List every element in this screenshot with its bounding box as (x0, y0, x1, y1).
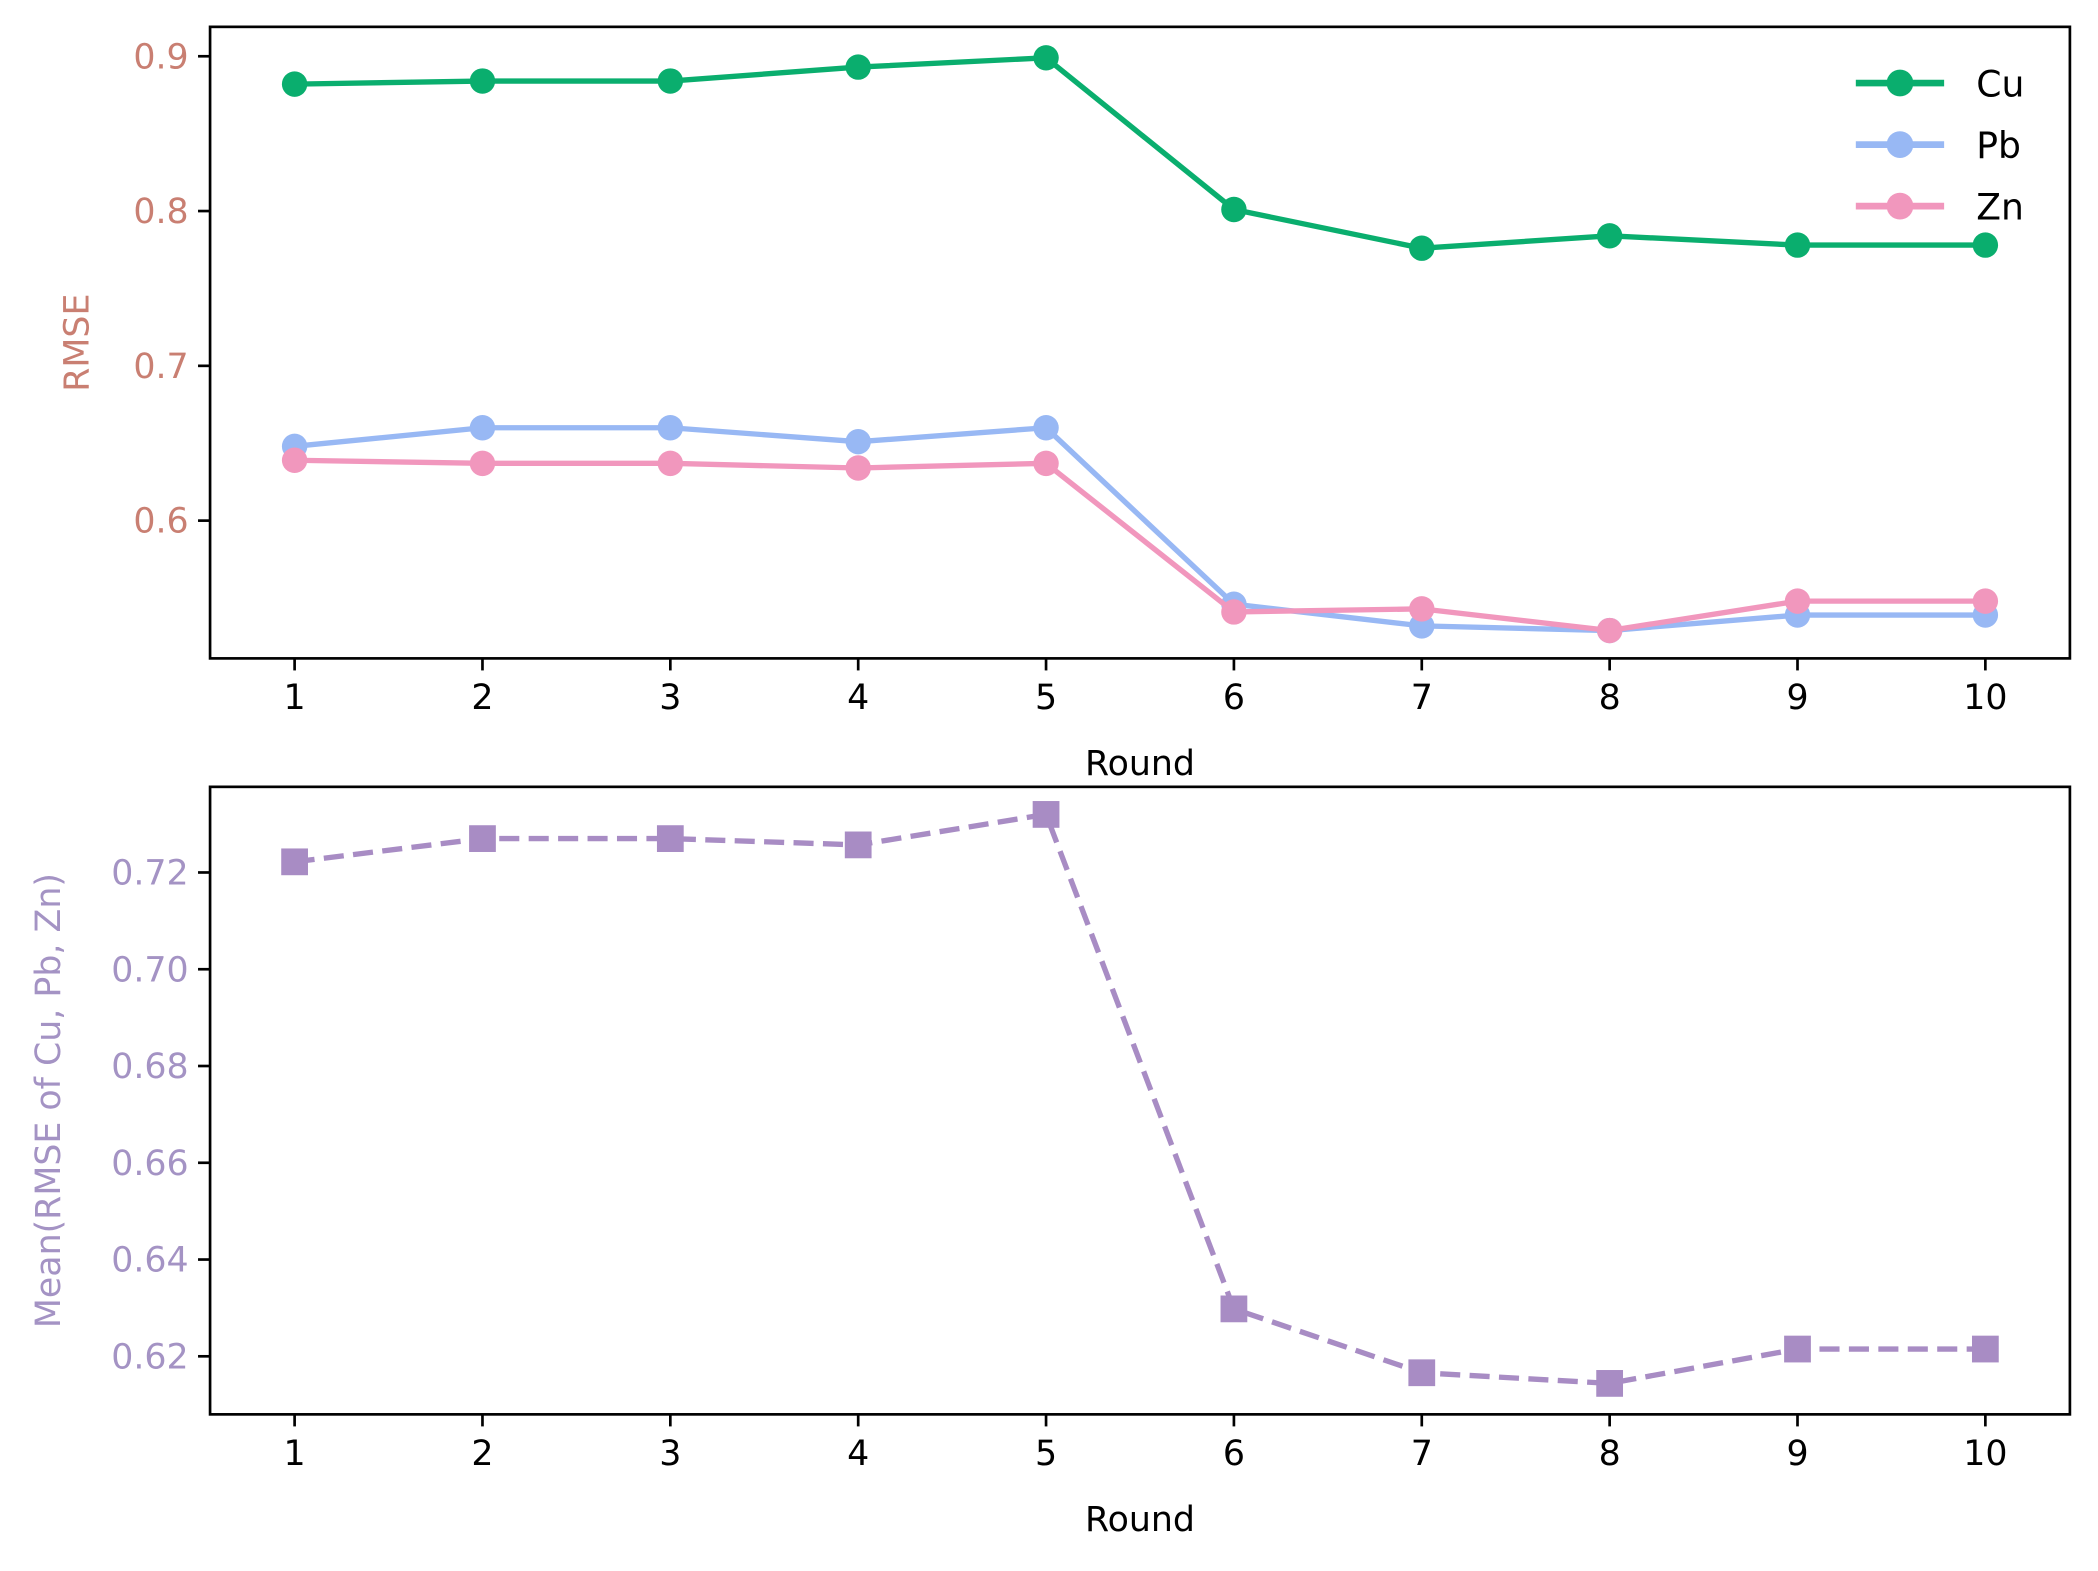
axes-frame (208, 25, 2072, 660)
data-point (1220, 1295, 1248, 1323)
x-tick-label: 10 (1963, 1434, 2007, 1474)
y-tick-label: 0.8 (133, 192, 188, 232)
x-tick-label: 8 (1599, 678, 1621, 718)
legend-label: Zn (1976, 186, 2024, 229)
data-point (1784, 588, 1811, 614)
data-point (469, 450, 496, 477)
data-point (1784, 1335, 1811, 1363)
x-tick-label: 8 (1599, 1434, 1621, 1474)
data-point (281, 848, 308, 876)
data-point (657, 450, 684, 477)
x-tick-label: 2 (471, 678, 493, 718)
y-tick-label: 0.72 (111, 854, 188, 894)
y-tick-label: 0.9 (133, 37, 188, 77)
data-point (1221, 599, 1247, 625)
data-point (469, 825, 496, 852)
y-tick-label: 0.66 (111, 1144, 188, 1184)
x-tick-label: 3 (659, 1434, 681, 1474)
data-point (1971, 1335, 1999, 1363)
data-point (1972, 588, 1999, 614)
x-tick-label: 6 (1223, 1434, 1245, 1474)
data-point (469, 415, 496, 441)
data-point (1221, 196, 1247, 223)
x-tick-label: 10 (1963, 678, 2007, 718)
y-tick-label: 0.70 (111, 950, 188, 990)
series-line-cu (294, 55, 1986, 251)
y-tick-label: 0.62 (111, 1337, 188, 1377)
rmse-panel: 1 2 3 4 5 6 7 8 9 10 Round 0.6 0.7 0.8 0.9 RMSE Cu Pb Zn (57, 25, 2072, 784)
legend-label: Cu (1976, 62, 2024, 105)
data-point (1033, 450, 1059, 477)
x-tick-label: 7 (1411, 678, 1433, 718)
x-tick-label: 1 (284, 678, 306, 718)
series-line-pb (294, 425, 1986, 634)
x-tick-label: 4 (847, 678, 869, 718)
data-point (1596, 223, 1623, 249)
axes-frame (208, 785, 2072, 1416)
data-point (845, 428, 871, 455)
data-point (1408, 1359, 1436, 1387)
x-tick-label: 6 (1223, 678, 1245, 718)
x-tick-label: 9 (1786, 678, 1808, 718)
legend-marker (1886, 131, 1914, 158)
mean-rmse-panel: 1 2 3 4 5 6 7 8 9 10 Round 0.62 0.64 0.66 0.68 0.70 0.72… (29, 785, 2072, 1540)
y-axis-label: RMSE (57, 294, 97, 392)
data-point (657, 415, 684, 441)
data-point (1033, 45, 1059, 71)
x-tick-label: 5 (1035, 1434, 1057, 1474)
x-axis-label: Round (1085, 744, 1195, 784)
data-point (469, 68, 496, 94)
x-tick-label: 3 (659, 678, 681, 718)
data-point (1409, 235, 1435, 261)
data-point (656, 825, 684, 852)
data-point (1784, 232, 1811, 258)
legend-label: Pb (1976, 124, 2021, 167)
data-point (845, 455, 871, 481)
data-point (281, 71, 308, 97)
data-point (281, 447, 308, 473)
data-point (1596, 1370, 1624, 1397)
data-point (845, 54, 871, 80)
x-tick-label: 5 (1035, 678, 1057, 718)
x-tick-label: 4 (847, 1434, 869, 1474)
y-tick-label: 0.7 (133, 347, 188, 387)
x-axis-label: Round (1085, 1500, 1195, 1540)
x-tick-label: 9 (1786, 1434, 1808, 1474)
data-point (1033, 415, 1059, 441)
y-tick-label: 0.64 (111, 1241, 188, 1281)
x-tick-label: 1 (284, 1434, 306, 1474)
series-line-zn (294, 457, 1986, 634)
data-point (1596, 617, 1623, 644)
y-tick-label: 0.68 (111, 1047, 188, 1087)
y-tick-label: 0.6 (133, 502, 188, 542)
x-tick-label: 7 (1411, 1434, 1433, 1474)
data-point (1409, 596, 1435, 622)
legend-marker (1886, 69, 1914, 97)
data-point (844, 831, 872, 859)
legend: Cu Pb Zn (1855, 62, 2024, 229)
y-axis-label: Mean(RMSE of Cu, Pb, Zn) (29, 873, 69, 1328)
legend-marker (1886, 192, 1914, 220)
x-tick-label: 2 (471, 1434, 493, 1474)
data-point (657, 68, 684, 94)
data-point (1972, 232, 1999, 258)
data-point (1032, 801, 1060, 828)
series-line-mean (294, 811, 1986, 1387)
